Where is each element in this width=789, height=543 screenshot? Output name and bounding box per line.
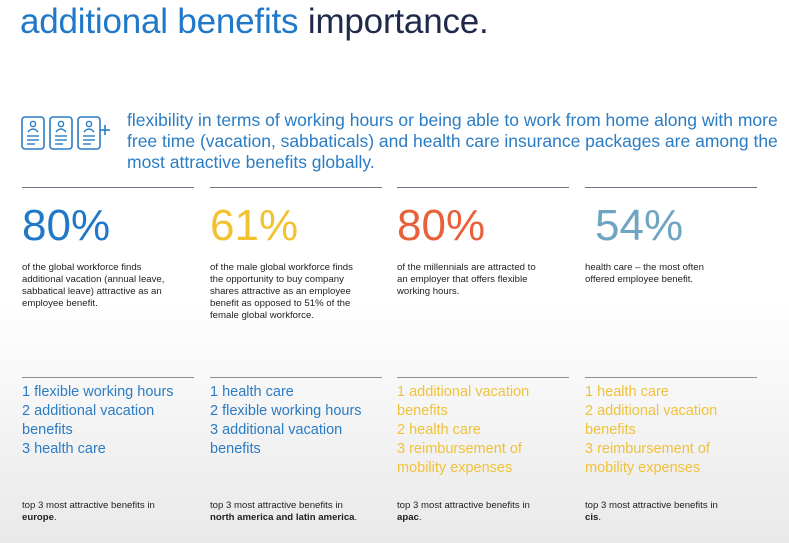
benefit-item: benefits xyxy=(585,422,636,438)
benefit-item: 1 additional vacation xyxy=(397,384,530,400)
region-caption: top 3 most attractive benefits in apac. xyxy=(397,500,562,524)
intro-text: flexibility in terms of working hours or… xyxy=(127,110,778,172)
caption-region: apac xyxy=(397,512,419,523)
region-caption: top 3 most attractive benefits in north … xyxy=(210,500,375,524)
benefit-item: 1 health care xyxy=(585,384,669,400)
stat-value: 61% xyxy=(210,201,299,250)
caption-prefix: top 3 most attractive benefits in xyxy=(585,500,718,511)
benefit-item: mobility expenses xyxy=(585,460,701,476)
benefit-list: 1 additional vacation benefits 2 health ca… xyxy=(397,383,529,478)
stat-value: 54% xyxy=(595,201,684,250)
stat-description: of the male global workforce finds the o… xyxy=(210,262,353,321)
caption-region: europe xyxy=(22,512,54,523)
caption-suffix: . xyxy=(354,512,358,523)
stat-value: 80% xyxy=(397,201,486,250)
stat-value: 80% xyxy=(22,201,111,250)
benefit-list: 1 health care 2 flexible working hours 3 a… xyxy=(210,383,362,459)
caption-prefix: top 3 most attractive benefits in xyxy=(397,500,530,511)
benefit-item: 3 reimbursement of xyxy=(397,441,522,457)
benefit-item: 1 flexible working hours xyxy=(22,384,174,400)
person-document-add-icon xyxy=(77,116,110,150)
title-rest: importance. xyxy=(307,2,489,41)
person-document-icon xyxy=(21,116,45,150)
caption-suffix: . xyxy=(54,512,57,523)
benefit-item: 3 health care xyxy=(22,441,106,457)
page-title: additional benefits importance. xyxy=(20,2,489,42)
divider xyxy=(585,187,757,188)
benefit-item: 2 flexible working hours xyxy=(210,403,362,419)
stat-description: health care – the most often offered emp… xyxy=(585,262,704,285)
divider xyxy=(210,377,382,378)
divider xyxy=(585,377,757,378)
region-caption: top 3 most attractive benefits in europe… xyxy=(22,500,187,524)
stat-description: of the millennials are attracted to an e… xyxy=(397,262,536,297)
caption-region: north america and latin america xyxy=(210,512,355,523)
benefit-item: 1 health care xyxy=(210,384,294,400)
benefit-item: mobility expenses xyxy=(397,460,513,476)
caption-suffix: . xyxy=(598,512,602,523)
stat-description: of the global workforce finds additional… xyxy=(22,262,165,309)
benefit-item: 2 additional vacation xyxy=(585,403,718,419)
region-caption: top 3 most attractive benefits in cis. xyxy=(585,500,750,524)
benefit-item: 3 additional vacation xyxy=(210,422,343,438)
benefit-item: 2 additional vacation xyxy=(22,403,155,419)
benefit-item: 2 health care xyxy=(397,422,481,438)
icon-group xyxy=(21,116,111,150)
caption-prefix: top 3 most attractive benefits in xyxy=(210,500,343,511)
benefit-item: benefits xyxy=(22,422,73,438)
divider xyxy=(397,377,569,378)
benefit-list: 1 health care 2 additional vacation benefi… xyxy=(585,383,717,478)
benefit-item: 3 reimbursement of xyxy=(585,441,710,457)
divider xyxy=(22,187,194,188)
divider xyxy=(210,187,382,188)
divider xyxy=(397,187,569,188)
caption-prefix: top 3 most attractive benefits in xyxy=(22,500,155,511)
caption-region: cis xyxy=(585,512,599,523)
benefit-list: 1 flexible working hours 2 additional vac… xyxy=(22,383,174,459)
benefit-item: benefits xyxy=(397,403,448,419)
caption-suffix: . xyxy=(418,512,422,523)
title-highlight: additional benefits xyxy=(20,2,299,41)
benefit-item: benefits xyxy=(210,441,261,457)
divider xyxy=(22,377,194,378)
person-document-icon xyxy=(49,116,73,150)
